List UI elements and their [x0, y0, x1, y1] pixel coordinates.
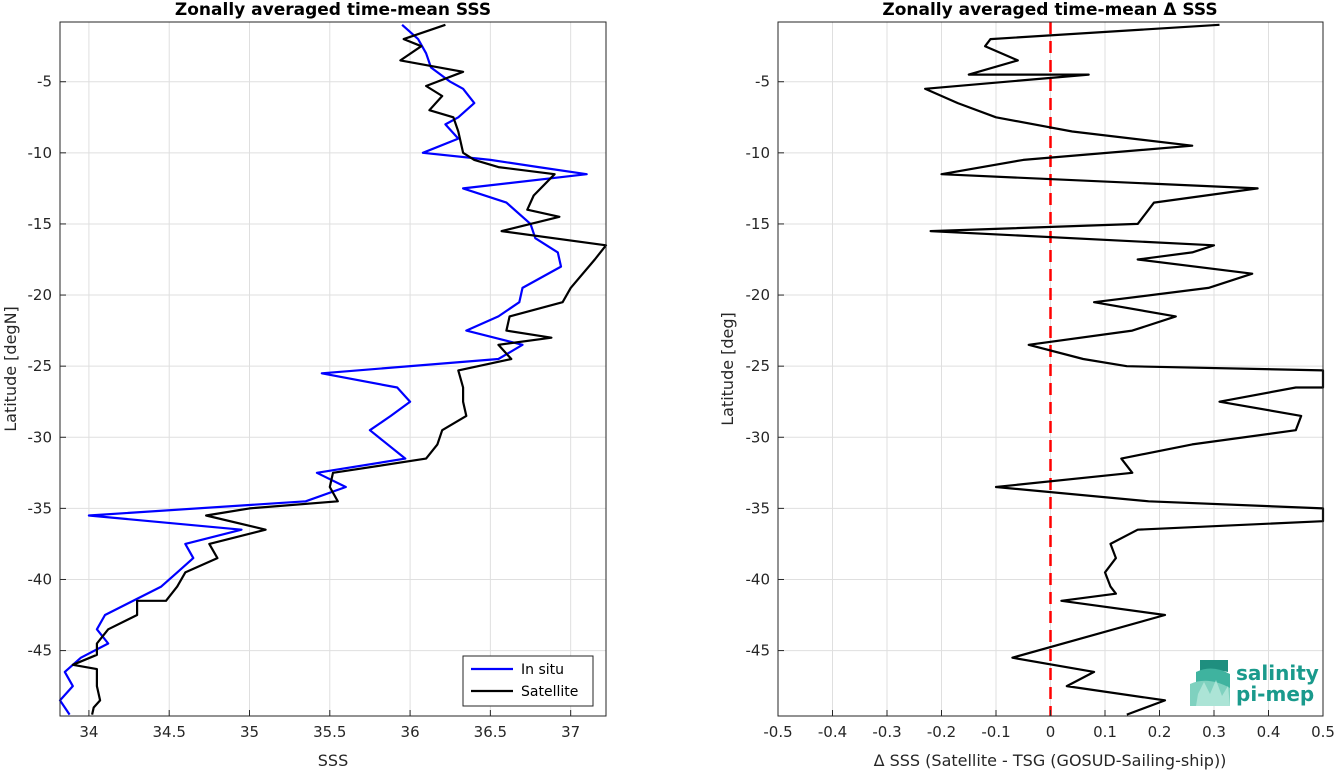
delta-sss-series-line-delta [923, 23, 1325, 716]
sss-y-tick-label: -25 [28, 357, 53, 375]
delta-sss-y-tick-label: -15 [746, 215, 771, 233]
delta-sss-x-tick-label: -0.1 [981, 723, 1010, 741]
sss-x-tick-label: 37 [561, 723, 580, 741]
sss-x-axis-label: SSS [318, 751, 348, 770]
delta-sss-x-tick-label: 0 [1046, 723, 1056, 741]
sss-y-tick-label: -10 [28, 144, 53, 162]
sss-series-group [58, 23, 608, 716]
delta-sss-title: Zonally averaged time-mean Δ SSS [882, 0, 1217, 20]
sss-y-tick-label: -40 [28, 570, 53, 588]
sss-x-tick-label: 34.5 [152, 723, 185, 741]
legend: In situ Satellite [462, 655, 594, 707]
delta-sss-y-tick-label: -30 [746, 428, 771, 446]
sss-plot-frame [59, 21, 607, 717]
delta-sss-y-tick-label: -45 [746, 642, 771, 660]
delta-sss-y-tick-label: -10 [746, 144, 771, 162]
logo-line1: salinity [1236, 661, 1319, 685]
delta-sss-x-tick-label: 0.2 [1148, 723, 1172, 741]
sss-x-tick-label: 35 [240, 723, 259, 741]
delta-sss-x-tick-label: 0.4 [1257, 723, 1281, 741]
sss-grid [60, 22, 606, 716]
delta-sss-axis-ticks: -0.5 -0.4 -0.3 -0.2 -0.1 0 0.1 0.2 0.3 0.4 0.5 -5 -1… [746, 73, 1335, 741]
sss-y-tick-label: -30 [28, 428, 53, 446]
sss-y-tick-label: -20 [28, 286, 53, 304]
delta-sss-x-tick-label: 0.1 [1093, 723, 1117, 741]
sss-series-line-satellite [71, 23, 608, 715]
legend-label-satellite: Satellite [521, 684, 578, 700]
delta-sss-x-tick-label: -0.2 [927, 723, 956, 741]
legend-label-in-situ: In situ [521, 662, 564, 678]
legend-box [462, 655, 594, 707]
delta-sss-y-tick-label: -40 [746, 570, 771, 588]
sss-x-tick-label: 34 [79, 723, 98, 741]
delta-sss-x-tick-label: -0.4 [818, 723, 847, 741]
sss-panel: 34 34.5 35 35.5 36 36.5 37 -5 -10 -15 -20 -25 -30 -35… [1, 0, 608, 770]
sss-title: Zonally averaged time-mean SSS [175, 0, 491, 20]
sss-x-tick-label: 36.5 [474, 723, 507, 741]
delta-sss-y-tick-label: -35 [746, 499, 771, 517]
salinity-pi-mep-logo: salinity pi-mep [1190, 660, 1319, 706]
sss-y-axis-label: Latitude [degN] [1, 306, 20, 432]
delta-sss-x-tick-label: -0.5 [763, 723, 792, 741]
sss-x-tick-label: 36 [401, 723, 420, 741]
delta-sss-x-axis-label: Δ SSS (Satellite - TSG (GOSUD-Sailing-sh… [874, 751, 1227, 770]
delta-sss-y-tick-label: -20 [746, 286, 771, 304]
sss-x-tick-label: 35.5 [313, 723, 346, 741]
sss-y-tick-label: -5 [37, 73, 52, 91]
delta-sss-y-axis-label: Latitude [deg] [718, 312, 737, 426]
sss-y-tick-label: -15 [28, 215, 53, 233]
sss-y-tick-label: -45 [28, 642, 53, 660]
delta-sss-x-tick-label: 0.3 [1202, 723, 1226, 741]
delta-sss-x-tick-label: 0.5 [1311, 723, 1335, 741]
sss-axis-ticks: 34 34.5 35 35.5 36 36.5 37 -5 -10 -15 -20 -25 -30 -35… [28, 73, 581, 741]
delta-sss-y-tick-label: -5 [755, 73, 770, 91]
delta-sss-panel: -0.5 -0.4 -0.3 -0.2 -0.1 0 0.1 0.2 0.3 0.4 0.5 -5 -1… [718, 0, 1335, 770]
logo-icon [1190, 660, 1230, 706]
delta-sss-y-tick-label: -25 [746, 357, 771, 375]
delta-sss-x-tick-label: -0.3 [872, 723, 901, 741]
sss-series-line-in-situ [58, 23, 588, 716]
delta-sss-series-group [923, 23, 1325, 716]
sss-y-tick-label: -35 [28, 499, 53, 517]
logo-line2: pi-mep [1236, 682, 1314, 706]
sss-plot-area [59, 21, 607, 717]
